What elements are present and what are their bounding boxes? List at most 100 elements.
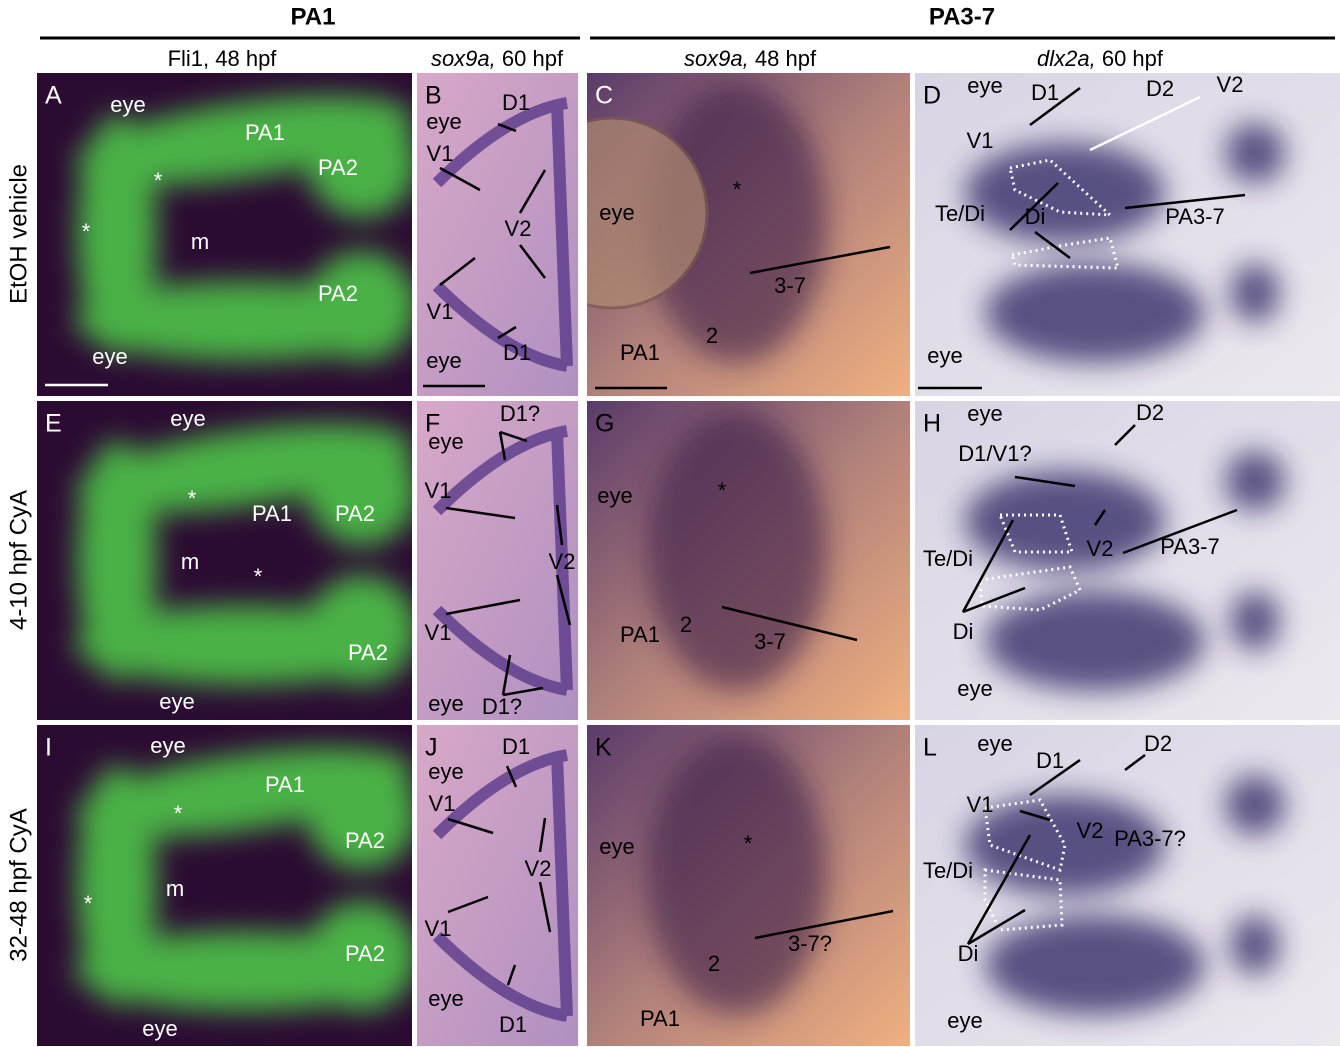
column-title: dlx2a, 60 hpf bbox=[1037, 46, 1164, 71]
blob bbox=[77, 766, 157, 1006]
label: m bbox=[181, 549, 199, 574]
label: PA1 bbox=[620, 340, 660, 365]
label: V1 bbox=[967, 792, 994, 817]
group-title: PA3-7 bbox=[929, 3, 995, 30]
label: D1? bbox=[500, 401, 540, 426]
stain bbox=[647, 411, 827, 691]
figure: PA1 PA3-7 Fli1, 48 hpf sox9a, 60 hpf sox… bbox=[0, 0, 1340, 1047]
label: V1 bbox=[427, 299, 454, 324]
label: eye bbox=[428, 759, 463, 784]
label: * bbox=[82, 219, 91, 244]
blob bbox=[1230, 591, 1280, 651]
blob bbox=[1225, 123, 1285, 183]
label: Te/Di bbox=[923, 858, 973, 883]
blob bbox=[1230, 263, 1280, 323]
label: D1 bbox=[503, 340, 531, 365]
gene: sox9a, bbox=[431, 46, 496, 71]
panel-letter: C bbox=[595, 82, 613, 110]
blob bbox=[1230, 915, 1280, 975]
blob bbox=[307, 575, 417, 685]
label: Te/Di bbox=[935, 201, 985, 226]
label: D1/V1? bbox=[958, 441, 1031, 466]
blob bbox=[1225, 775, 1285, 835]
label: PA2 bbox=[335, 501, 375, 526]
row-title: EtOH vehicle bbox=[5, 164, 32, 304]
column-title: sox9a, 60 hpf bbox=[431, 46, 564, 71]
label: D2 bbox=[1144, 731, 1172, 756]
label: PA1 bbox=[640, 1006, 680, 1031]
label: PA2 bbox=[345, 828, 385, 853]
label: eye bbox=[967, 73, 1002, 98]
label: eye bbox=[927, 343, 962, 368]
label: D1 bbox=[1031, 80, 1059, 105]
label: Te/Di bbox=[923, 546, 973, 571]
label: PA1 bbox=[265, 772, 305, 797]
label: eye bbox=[426, 348, 461, 373]
panel-letter: K bbox=[595, 734, 612, 762]
label: V1 bbox=[425, 478, 452, 503]
label: D2 bbox=[1136, 400, 1164, 425]
panel-letter: L bbox=[923, 734, 937, 762]
label: V2 bbox=[1077, 818, 1104, 843]
label: eye bbox=[428, 691, 463, 716]
label: m bbox=[191, 229, 209, 254]
panel: BeyeD1V1V2V1D1eye bbox=[417, 73, 578, 396]
label: V2 bbox=[525, 856, 552, 881]
label: V2 bbox=[1217, 72, 1244, 97]
label: * bbox=[84, 891, 93, 916]
stage: 60 hpf bbox=[1102, 46, 1164, 71]
label: eye bbox=[599, 200, 634, 225]
label: eye bbox=[947, 1008, 982, 1033]
label: D1 bbox=[499, 1012, 527, 1037]
stage: 60 hpf bbox=[502, 46, 564, 71]
panel: Geye*PA123-7 bbox=[587, 401, 910, 720]
label: Di bbox=[958, 941, 979, 966]
panel-letter: E bbox=[45, 410, 62, 438]
panel: JD1eyeV1V2V1eyeD1 bbox=[417, 725, 578, 1046]
blob bbox=[965, 143, 1165, 243]
label: V2 bbox=[1087, 536, 1114, 561]
label: V1 bbox=[425, 620, 452, 645]
stage: 48 hpf bbox=[755, 46, 817, 71]
label: eye bbox=[599, 834, 634, 859]
panel-image bbox=[915, 725, 1340, 1046]
label: 3-7 bbox=[774, 273, 806, 298]
label: eye bbox=[957, 676, 992, 701]
label: 2 bbox=[706, 323, 718, 348]
label: D2 bbox=[1146, 76, 1174, 101]
label: Di bbox=[1025, 204, 1046, 229]
panel: AeyePA1PA2**mPA2eye bbox=[37, 73, 418, 396]
label: eye bbox=[428, 986, 463, 1011]
panel: LeyeD1D2V1V2PA3-7?Te/DiDieye bbox=[915, 725, 1340, 1046]
panel-letter: A bbox=[45, 82, 62, 110]
label: PA1 bbox=[245, 120, 285, 145]
label: V2 bbox=[549, 549, 576, 574]
panel-image bbox=[37, 401, 418, 720]
label: V1 bbox=[429, 791, 456, 816]
label: PA2 bbox=[318, 281, 358, 306]
blob bbox=[307, 760, 417, 870]
blob bbox=[1225, 451, 1285, 511]
panel: HeyeD2D1/V1?Te/DiV2PA3-7Dieye bbox=[915, 400, 1340, 720]
label: Di bbox=[953, 619, 974, 644]
label: * bbox=[744, 831, 753, 856]
label: eye bbox=[159, 689, 194, 714]
blob bbox=[965, 471, 1165, 571]
label: * bbox=[174, 801, 183, 826]
label: eye bbox=[110, 92, 145, 117]
blob bbox=[985, 591, 1205, 691]
label: 2 bbox=[680, 612, 692, 637]
column-title: Fli1, 48 hpf bbox=[168, 46, 278, 71]
label: PA2 bbox=[318, 155, 358, 180]
label: PA1 bbox=[252, 501, 292, 526]
label: V1 bbox=[427, 141, 454, 166]
label: D1 bbox=[502, 734, 530, 759]
label: D1? bbox=[482, 694, 522, 719]
label: D1 bbox=[1036, 748, 1064, 773]
label: * bbox=[733, 177, 742, 202]
panel-letter: J bbox=[425, 734, 438, 762]
label: eye bbox=[428, 429, 463, 454]
label: * bbox=[188, 486, 197, 511]
